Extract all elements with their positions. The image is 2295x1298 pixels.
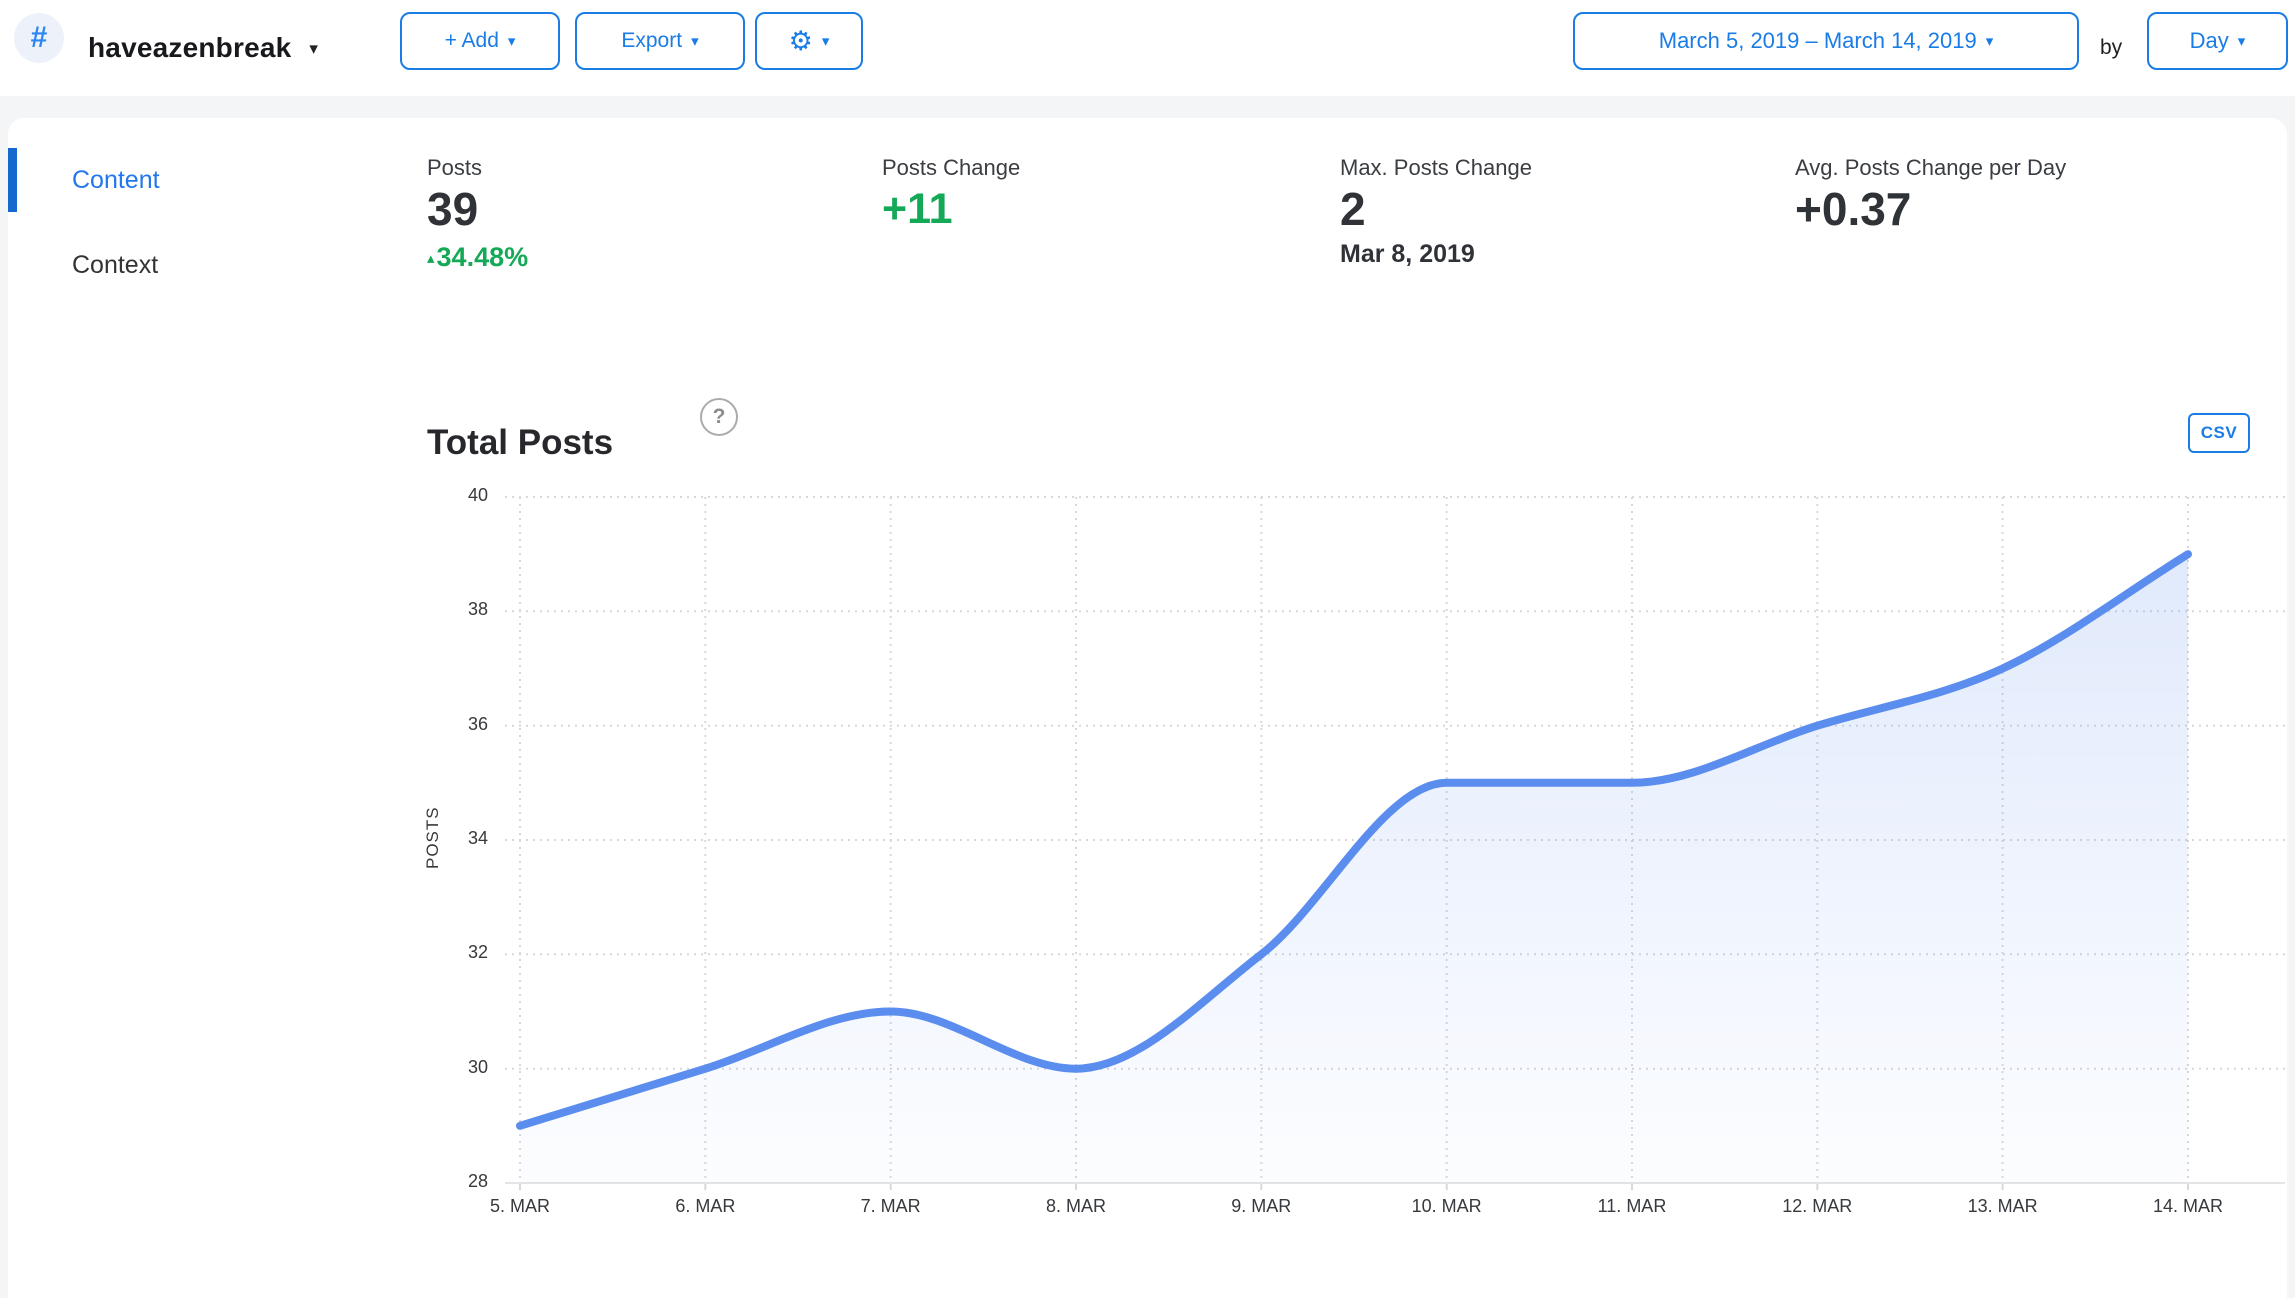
x-tick-label: 5. MAR: [489, 1196, 550, 1216]
date-range-label: March 5, 2019 – March 14, 2019: [1658, 28, 1977, 53]
y-tick-label: 40: [467, 485, 488, 505]
granularity-label: Day: [2189, 28, 2229, 53]
export-button-label: Export: [621, 29, 683, 52]
chevron-down-icon: ▾: [2237, 32, 2246, 50]
x-tick-label: 8. MAR: [1045, 1196, 1106, 1216]
stat-value: +0.37: [1795, 183, 1912, 235]
gear-icon: ⚙: [788, 25, 813, 56]
stat-value: 2: [1340, 183, 1366, 235]
y-tick-label: 30: [467, 1056, 488, 1077]
stat-label: Max. Posts Change: [1340, 155, 1532, 180]
x-tick-label: 13. MAR: [1967, 1196, 2038, 1216]
area-fill: [520, 554, 2188, 1183]
chevron-down-icon: ▾: [1985, 32, 1994, 50]
hashtag-avatar: #: [14, 13, 64, 63]
chevron-down-icon: ▾: [309, 38, 318, 58]
x-tick-label: 11. MAR: [1597, 1196, 1667, 1216]
chart-title: Total Posts: [427, 423, 614, 463]
help-glyph: ?: [712, 405, 726, 428]
x-tick-label: 6. MAR: [675, 1196, 736, 1216]
trend-up-icon: ▴: [427, 249, 435, 267]
by-label: by: [2100, 36, 2123, 59]
page-title: haveazenbreak: [88, 32, 292, 63]
stat-date: Mar 8, 2019: [1340, 240, 1475, 268]
content-card: Content Context Posts 39 ▴ 34.48% Posts …: [8, 118, 2287, 1298]
x-tick-label: 12. MAR: [1782, 1196, 1853, 1216]
y-tick-label: 36: [467, 713, 488, 734]
y-tick-label: 28: [467, 1171, 488, 1191]
topbar: # haveazenbreak ▾ + Add ▾ Export ▾ ⚙ ▾ M…: [0, 0, 2295, 96]
x-tick-label: 7. MAR: [860, 1196, 921, 1216]
granularity-button[interactable]: Day ▾: [2147, 12, 2288, 70]
total-posts-chart: [505, 490, 2285, 1190]
stat-value: 39: [427, 183, 479, 235]
chevron-down-icon: ▾: [507, 32, 516, 50]
stat-label: Avg. Posts Change per Day: [1795, 155, 2067, 180]
stat-value: +11: [882, 185, 953, 233]
stat-label: Posts: [427, 155, 483, 180]
date-range-button[interactable]: March 5, 2019 – March 14, 2019 ▾: [1573, 12, 2079, 70]
stat-delta: ▴ 34.48%: [427, 242, 528, 273]
active-tab-indicator: [8, 148, 17, 212]
stat-delta-value: 34.48%: [436, 242, 529, 272]
posts-line: [516, 550, 2192, 1130]
settings-button[interactable]: ⚙ ▾: [755, 12, 863, 70]
csv-button[interactable]: CSV: [2188, 413, 2250, 453]
chevron-down-icon: ▾: [821, 32, 830, 50]
x-tick-label: 10. MAR: [1411, 1196, 1482, 1216]
export-button[interactable]: Export ▾: [575, 12, 745, 70]
hashtag-icon: #: [30, 21, 48, 54]
y-tick-label: 34: [467, 828, 488, 848]
add-button-label: + Add: [444, 29, 499, 52]
stat-label: Posts Change: [882, 155, 1021, 180]
x-tick-label: 14. MAR: [2152, 1196, 2223, 1216]
y-tick-label: 38: [467, 599, 488, 620]
sidebar-item-context[interactable]: Context: [72, 251, 159, 279]
sidebar-item-content[interactable]: Content: [72, 166, 160, 194]
x-tick-label: 9. MAR: [1231, 1196, 1292, 1216]
chevron-down-icon: ▾: [691, 32, 699, 50]
add-button[interactable]: + Add ▾: [400, 12, 560, 70]
tracker-selector[interactable]: haveazenbreak ▾: [88, 0, 318, 96]
help-icon[interactable]: ?: [700, 398, 738, 436]
y-tick-label: 32: [467, 942, 488, 963]
